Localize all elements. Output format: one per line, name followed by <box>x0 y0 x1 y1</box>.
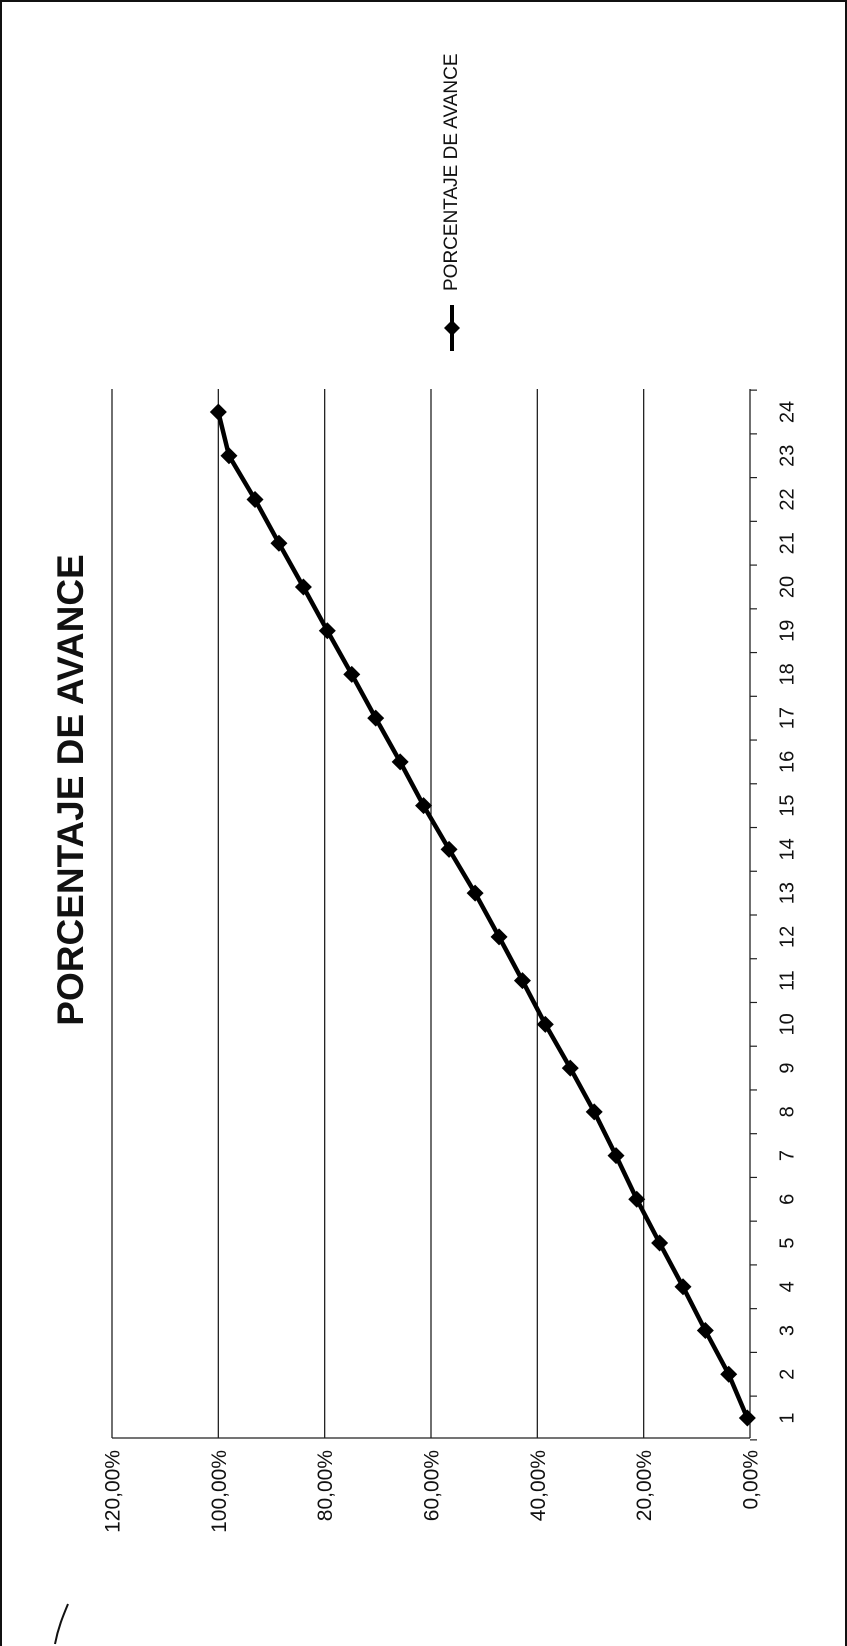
data-point-20 <box>294 578 312 596</box>
data-point-12 <box>490 928 508 946</box>
axes <box>112 389 757 1441</box>
x-tick-label-8: 8 <box>776 1106 798 1117</box>
x-tick-label-7: 7 <box>776 1150 798 1161</box>
data-point-4 <box>674 1278 692 1296</box>
data-point-19 <box>318 622 336 640</box>
x-tick-label-5: 5 <box>776 1237 798 1248</box>
x-tick-label-23: 23 <box>776 445 798 467</box>
x-tick-label-20: 20 <box>776 576 798 598</box>
legend-diamond-marker <box>444 320 460 336</box>
x-tick-label-16: 16 <box>776 751 798 773</box>
data-point-14 <box>440 840 458 858</box>
data-point-16 <box>391 753 409 771</box>
data-point-24 <box>209 403 227 421</box>
y-tick-label-0: 0,00% <box>740 1450 763 1510</box>
data-point-9 <box>561 1059 579 1077</box>
data-point-1 <box>738 1409 756 1427</box>
data-point-23 <box>220 447 238 465</box>
data-point-15 <box>415 797 433 815</box>
data-point-21 <box>270 534 288 552</box>
x-tick-label-17: 17 <box>776 707 798 729</box>
data-point-3 <box>696 1322 714 1340</box>
x-tick-label-2: 2 <box>776 1369 798 1380</box>
gridlines <box>111 389 645 1438</box>
data-point-6 <box>628 1190 646 1208</box>
y-axis-tick-labels: 0,00% 20,00% 40,00% 60,00% 80,00% 100,00% 120,… <box>102 1450 763 1533</box>
y-tick-label-120: 120,00% <box>102 1450 125 1533</box>
x-tick-label-9: 9 <box>776 1063 798 1074</box>
x-tick-label-18: 18 <box>776 663 798 685</box>
x-tick-label-13: 13 <box>776 882 798 904</box>
y-tick-label-60: 60,00% <box>421 1450 444 1521</box>
x-tick-label-24: 24 <box>776 401 798 423</box>
legend[interactable]: PORCENTAJE DE AVANCE <box>441 53 462 351</box>
series-line <box>216 411 750 1419</box>
data-point-13 <box>466 884 484 902</box>
data-point-5 <box>651 1234 669 1252</box>
data-point-2 <box>720 1365 738 1383</box>
pen-mark <box>54 1603 69 1645</box>
x-tick-label-22: 22 <box>776 488 798 510</box>
data-point-7 <box>607 1147 625 1165</box>
y-tick-label-20: 20,00% <box>633 1450 656 1521</box>
y-tick-label-100: 100,00% <box>208 1450 231 1533</box>
series-porcentaje-de-avance <box>209 403 756 1427</box>
chart-title: PORCENTAJE DE AVANCE <box>50 554 91 1025</box>
x-tick-label-12: 12 <box>776 926 798 948</box>
x-tick-label-15: 15 <box>776 795 798 817</box>
data-point-17 <box>367 709 385 727</box>
x-tick-label-6: 6 <box>776 1194 798 1205</box>
data-point-18 <box>343 665 361 683</box>
legend-label: PORCENTAJE DE AVANCE <box>441 53 462 291</box>
x-tick-label-1: 1 <box>776 1412 798 1423</box>
x-tick-label-19: 19 <box>776 620 798 642</box>
x-tick-label-14: 14 <box>776 838 798 860</box>
x-tick-label-21: 21 <box>776 532 798 554</box>
data-point-22 <box>246 490 264 508</box>
y-tick-label-80: 80,00% <box>314 1450 337 1521</box>
x-tick-label-3: 3 <box>776 1325 798 1336</box>
x-tick-label-10: 10 <box>776 1013 798 1035</box>
y-tick-label-40: 40,00% <box>527 1450 550 1521</box>
data-point-8 <box>585 1103 603 1121</box>
data-point-10 <box>536 1015 554 1033</box>
data-point-11 <box>513 972 531 990</box>
x-tick-label-4: 4 <box>776 1281 798 1292</box>
x-tick-label-11: 11 <box>776 970 798 991</box>
